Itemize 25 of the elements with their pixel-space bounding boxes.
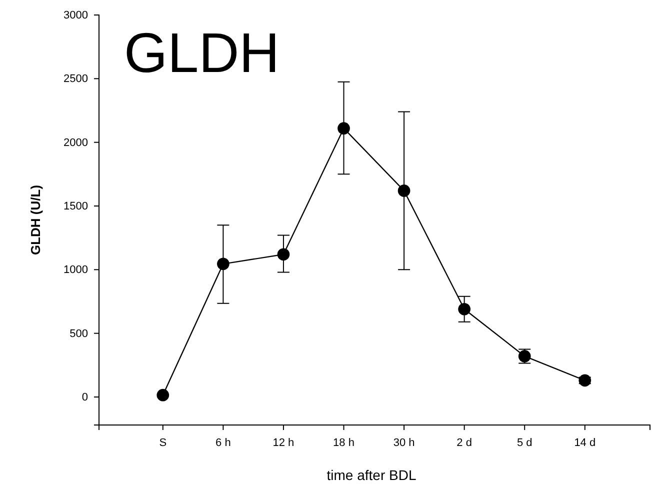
y-tick-label: 0 (82, 392, 88, 404)
y-axis-title: GLDH (U/L) (28, 184, 43, 256)
y-tick-label: 1500 (64, 200, 88, 213)
point (578, 374, 592, 387)
x-tick-label: 6 h (216, 437, 231, 450)
x-tick-label: 5 d (516, 437, 532, 450)
y-tick-label: 3000 (64, 10, 88, 22)
y-tick-label: 2000 (64, 136, 88, 149)
y-tick-label: 2500 (64, 73, 88, 86)
x-tick-label: S (159, 437, 167, 450)
y-tick-label: 1000 (64, 264, 88, 276)
point (338, 122, 350, 134)
point (156, 388, 170, 402)
x-axis-title: time after BDL (326, 467, 416, 483)
chart-title: GLDH (124, 21, 280, 84)
point (277, 248, 290, 261)
point (458, 302, 471, 316)
y-tick-label: 500 (70, 328, 88, 340)
point (217, 258, 230, 270)
x-tick-label: 18 h (333, 437, 354, 450)
point (398, 184, 410, 197)
x-tick-label: 30 h (393, 437, 415, 450)
x-tick-label: 12 h (272, 437, 294, 450)
x-tick-label: 2 d (456, 437, 472, 450)
x-tick-label: 14 d (574, 437, 596, 450)
